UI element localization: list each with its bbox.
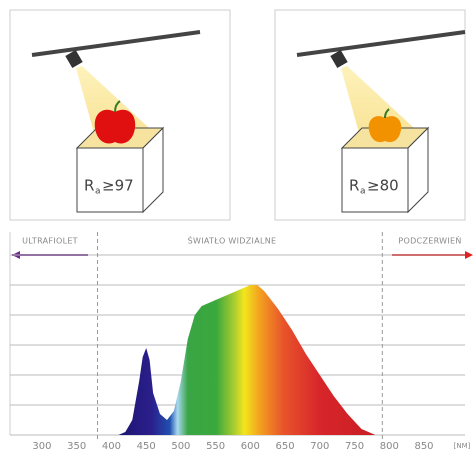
spectrum-chart: ULTRAFIOLET ŚWIATŁO WIDZIALNE PODCZERWIE… <box>10 232 473 452</box>
lamp <box>65 50 82 68</box>
cri-subscript: a <box>95 187 101 197</box>
region-label: PODCZERWIEŃ <box>398 235 461 246</box>
panel-left: R a ≥97 <box>10 10 230 220</box>
panel-right: R a ≥80 <box>275 10 465 220</box>
x-tick-label: 350 <box>67 441 86 452</box>
lamp <box>330 50 347 68</box>
x-tick-label: 550 <box>206 441 225 452</box>
region-label: ULTRAFIOLET <box>22 237 78 246</box>
apple <box>369 116 402 142</box>
cri-symbol: R <box>84 177 94 195</box>
x-tick-label: 450 <box>137 441 156 452</box>
x-tick-label: 850 <box>414 441 433 452</box>
x-tick-label: 400 <box>102 441 121 452</box>
infographic: R a ≥97 R a ≥80 ULTRAFIOLET ŚWIATŁO WIDZ… <box>0 0 475 452</box>
rail <box>297 32 465 55</box>
rail <box>32 32 200 55</box>
apple <box>95 110 135 144</box>
x-tick-label: 750 <box>345 441 364 452</box>
x-tick-label: 600 <box>241 441 260 452</box>
x-tick-label: 300 <box>32 441 51 452</box>
cri-rating: ≥80 <box>367 177 399 195</box>
x-tick-label: 800 <box>380 441 399 452</box>
x-unit: [NM] <box>454 442 471 450</box>
x-tick-label: 700 <box>310 441 329 452</box>
x-tick-label: 500 <box>171 441 190 452</box>
spectrum-area <box>118 285 375 435</box>
cri-symbol: R <box>349 177 359 195</box>
cri-rating: ≥97 <box>102 177 134 195</box>
x-tick-label: 650 <box>276 441 295 452</box>
cri-subscript: a <box>360 187 366 197</box>
region-label: ŚWIATŁO WIDZIALNE <box>188 235 277 246</box>
ir-arrowhead <box>465 251 473 259</box>
